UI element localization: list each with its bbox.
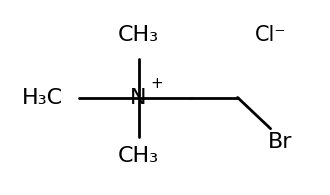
- Text: CH₃: CH₃: [118, 25, 159, 45]
- Text: Br: Br: [268, 132, 293, 152]
- Text: CH₃: CH₃: [118, 146, 159, 166]
- Text: H₃C: H₃C: [22, 88, 63, 107]
- Text: +: +: [150, 76, 163, 91]
- Text: Cl⁻: Cl⁻: [255, 25, 286, 45]
- Text: N: N: [130, 88, 147, 107]
